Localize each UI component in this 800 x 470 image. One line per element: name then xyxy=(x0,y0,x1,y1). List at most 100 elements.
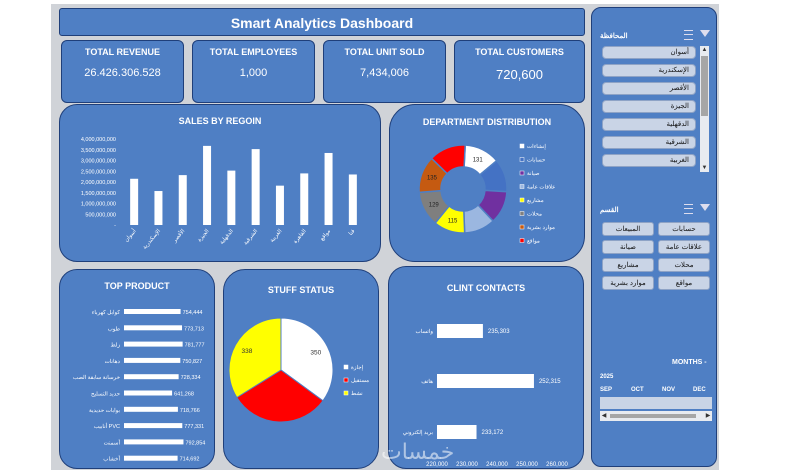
bar xyxy=(227,170,236,225)
data-label: 129 xyxy=(429,202,440,208)
clear-filter-icon[interactable] xyxy=(700,30,710,37)
x-tick-label: الدقهلية xyxy=(218,227,235,245)
clear-filter-icon[interactable] xyxy=(700,204,710,211)
kpi-value: 1,000 xyxy=(239,67,268,79)
department-slicer: القسم حسابات المبيعات علاقات عامة صيانة محلا… xyxy=(592,200,718,300)
x-tick-label: 260,000 xyxy=(546,462,568,468)
sales-bar-chart: - 500,000,000 1,000,000,000 1,500,000,000 2,… xyxy=(81,137,357,251)
month-label[interactable]: OCT xyxy=(631,387,644,393)
x-tick-label: القاهرة xyxy=(292,227,308,244)
x-tick-label: الشرقية xyxy=(242,227,259,246)
bar xyxy=(437,324,483,338)
x-tick-label: 240,000 xyxy=(486,462,508,468)
legend-label: مستقيل xyxy=(351,377,369,384)
y-tick-label: 3,500,000,000 xyxy=(81,148,116,154)
x-tick-label: قنا xyxy=(347,228,356,237)
chart-title: DEPARTMENT DISTRIBUTION xyxy=(422,117,552,127)
multi-select-icon[interactable] xyxy=(684,204,693,214)
department-option[interactable]: صيانة xyxy=(602,240,654,254)
x-tick-label: 250,000 xyxy=(516,462,538,468)
slicer-scrollbar[interactable]: ▲ ▼ xyxy=(700,46,709,172)
department-option[interactable]: موارد بشرية xyxy=(602,276,654,290)
pie-slice xyxy=(236,369,324,423)
kpi-card-revenue: TOTAL REVENUE 26.426.306.528 xyxy=(61,40,184,103)
y-tick-label: دهانات xyxy=(105,358,121,365)
legend-swatch xyxy=(519,238,525,243)
slicer-item[interactable]: أسوان xyxy=(602,46,696,59)
dashboard-canvas: Smart Analytics Dashboard TOTAL REVENUE … xyxy=(51,4,719,470)
legend-label: نشط xyxy=(351,390,363,397)
legend-swatch xyxy=(519,211,525,216)
slicer-item[interactable]: الدقهلية xyxy=(602,118,696,131)
slicer-title: المحافظة xyxy=(600,33,628,40)
legend-swatch xyxy=(519,224,525,230)
legend-label: محلات xyxy=(527,211,542,218)
slicer-item[interactable]: الإسكندرية xyxy=(602,64,696,77)
scrollbar-up-arrow[interactable]: ▲ xyxy=(701,47,708,53)
bar xyxy=(124,439,184,445)
scrollbar-thumb[interactable] xyxy=(701,56,708,116)
y-tick-label: أخشاب xyxy=(103,454,120,463)
timeline-scroll-right[interactable]: ▶ xyxy=(705,413,711,419)
timeline-scrollbar[interactable]: ◀ ▶ xyxy=(600,411,712,421)
department-option[interactable]: علاقات عامة xyxy=(658,240,710,254)
bar xyxy=(348,174,357,225)
department-option[interactable]: المبيعات xyxy=(602,222,654,236)
department-option[interactable]: مشاريع xyxy=(602,258,654,272)
data-label: 235,303 xyxy=(488,329,510,335)
y-tick-label: حديد التسليح xyxy=(91,391,121,398)
timeline-label: MONTHS - xyxy=(672,359,707,366)
legend-label: صيانة xyxy=(527,170,540,177)
bar xyxy=(437,374,534,388)
bar xyxy=(203,145,212,225)
department-distribution-panel: DEPARTMENT DISTRIBUTION 131 115 129 135 إنشا… xyxy=(389,104,585,262)
y-tick-label: 1,500,000,000 xyxy=(81,191,116,197)
filters-sidebar: المحافظة أسوان الإسكندرية الأقصر الجيزة الدق… xyxy=(591,7,717,467)
watermark: خمسات xyxy=(381,440,455,465)
department-option[interactable]: محلات xyxy=(658,258,710,272)
month-label[interactable]: SEP xyxy=(600,387,613,393)
department-option[interactable]: مواقع xyxy=(658,276,710,290)
y-tick-label: - xyxy=(114,223,116,229)
slicer-item[interactable]: الغربية xyxy=(602,154,696,167)
legend-swatch xyxy=(519,197,525,203)
y-tick-label: أنابيب PVC xyxy=(94,421,120,430)
timeline-bar[interactable] xyxy=(600,397,712,409)
timeline-scroll-thumb[interactable] xyxy=(610,414,696,418)
bar xyxy=(437,425,477,439)
y-tick-label: 1,000,000,000 xyxy=(81,202,116,208)
y-tick-label: 500,000,000 xyxy=(85,212,116,218)
y-tick-label: بريد إلكتروني xyxy=(403,429,434,436)
y-tick-label: واتساب xyxy=(416,328,434,335)
slicer-item[interactable]: الأقصر xyxy=(602,82,696,95)
slicer-item[interactable]: الجيزة xyxy=(602,100,696,113)
scrollbar-down-arrow[interactable]: ▼ xyxy=(701,165,708,171)
data-label: 131 xyxy=(473,157,484,163)
data-label: 233,172 xyxy=(482,430,504,436)
chart-title: CLINT CONTACTS xyxy=(446,283,526,293)
data-label: 750,827 xyxy=(182,359,202,365)
x-tick-label: 220,000 xyxy=(426,462,448,468)
multi-select-icon[interactable] xyxy=(684,30,693,40)
timeline-scroll-left[interactable]: ◀ xyxy=(601,413,607,419)
kpi-value: 26.426.306.528 xyxy=(84,67,161,79)
legend-label: حسابات xyxy=(527,157,546,164)
data-label: 728,334 xyxy=(181,375,201,381)
bar xyxy=(130,178,139,225)
data-label: 338 xyxy=(241,348,252,355)
month-label[interactable]: DEC xyxy=(693,387,706,393)
legend-label: مواقع xyxy=(527,238,540,245)
data-label: 135 xyxy=(427,176,438,182)
kpi-card-customers: TOTAL CUSTOMERS 720,600 xyxy=(454,40,585,103)
month-label[interactable]: NOV xyxy=(662,387,676,393)
y-tick-label: طوب xyxy=(108,325,121,332)
slicer-item[interactable]: الشرقية xyxy=(602,136,696,149)
timeline-year: 2025 xyxy=(600,374,614,380)
page-title: Smart Analytics Dashboard xyxy=(230,15,414,31)
bar xyxy=(124,357,181,363)
bar xyxy=(124,325,183,331)
data-label: 777,331 xyxy=(184,424,204,430)
department-option[interactable]: حسابات xyxy=(658,222,710,236)
pie-slice xyxy=(280,317,334,402)
bar xyxy=(300,173,309,225)
